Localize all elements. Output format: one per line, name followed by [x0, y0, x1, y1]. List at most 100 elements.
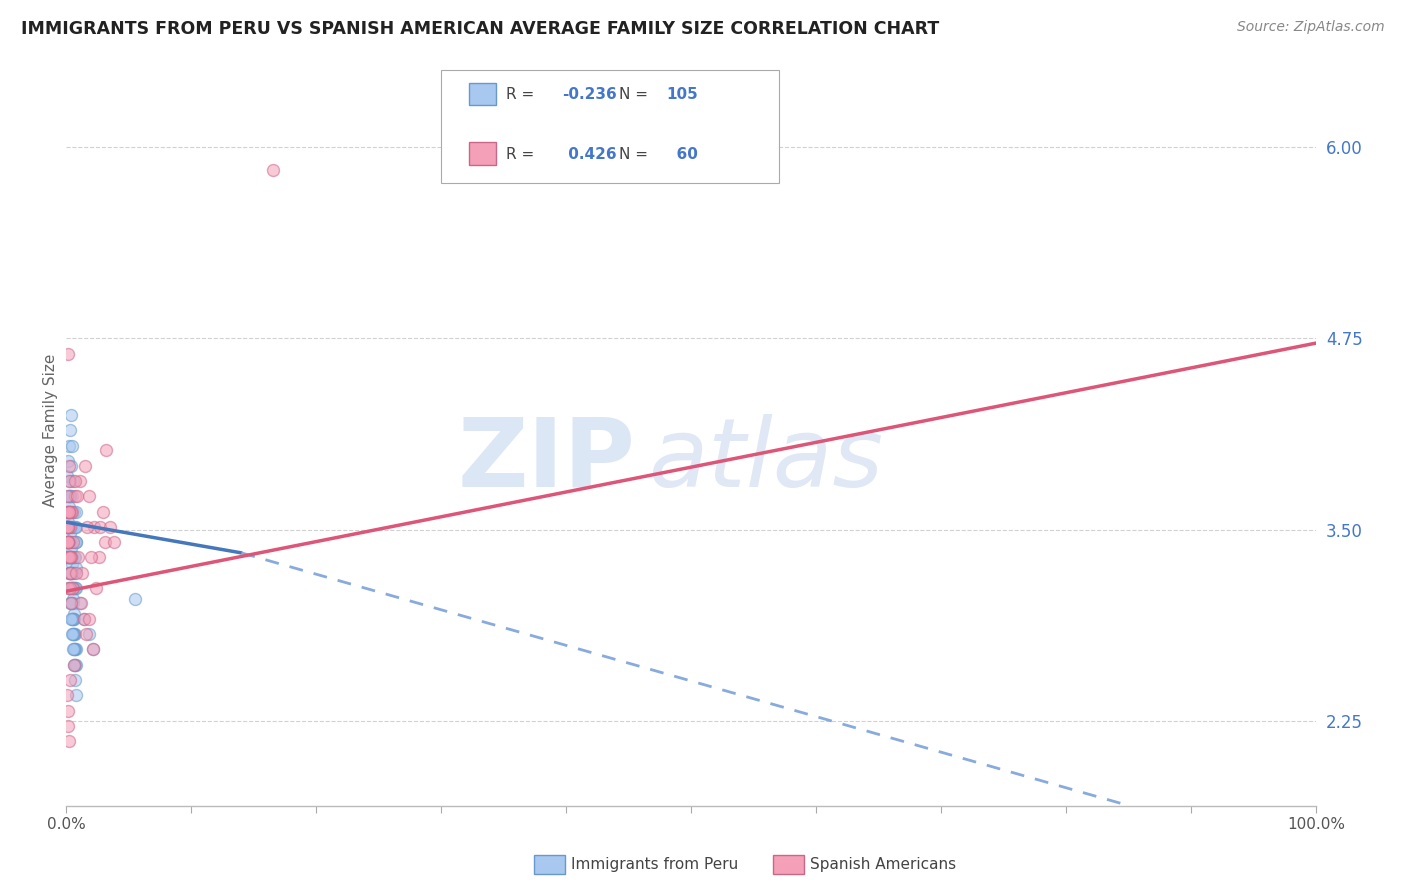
Point	[58, 566, 80, 580]
Point	[62, 591, 84, 606]
Text: -0.236: -0.236	[562, 87, 617, 103]
Point	[63, 657, 86, 672]
Point	[62, 612, 84, 626]
Point	[89, 520, 111, 534]
Point	[58, 504, 80, 518]
Point	[58, 489, 80, 503]
Point	[62, 474, 84, 488]
Point	[59, 504, 82, 518]
Point	[58, 535, 80, 549]
FancyBboxPatch shape	[441, 70, 779, 183]
Point	[58, 550, 80, 565]
Point	[60, 612, 83, 626]
Point	[56, 520, 79, 534]
Point	[62, 566, 84, 580]
Point	[60, 566, 83, 580]
Point	[59, 423, 82, 437]
Point	[56, 520, 79, 534]
Point	[60, 458, 83, 473]
Point	[65, 489, 87, 503]
Point	[59, 566, 82, 580]
Point	[56, 520, 79, 534]
Point	[58, 454, 80, 468]
Point	[60, 596, 83, 610]
Point	[65, 561, 87, 575]
Point	[60, 489, 83, 503]
Point	[56, 535, 79, 549]
Point	[73, 458, 96, 473]
Point	[98, 520, 121, 534]
Text: 60: 60	[666, 146, 699, 161]
Point	[65, 566, 87, 580]
Point	[58, 504, 80, 518]
Bar	[468, 83, 496, 105]
Point	[65, 520, 87, 534]
Point	[59, 474, 82, 488]
Point	[65, 657, 87, 672]
Point	[58, 489, 80, 503]
Point	[87, 550, 110, 565]
Point	[96, 443, 118, 458]
Text: 105: 105	[666, 87, 697, 103]
Point	[63, 612, 86, 626]
Point	[56, 535, 79, 549]
Point	[60, 504, 83, 518]
Point	[70, 566, 93, 580]
Point	[58, 566, 80, 580]
Point	[60, 627, 83, 641]
Text: R =: R =	[506, 87, 540, 103]
Point	[262, 163, 284, 178]
Point	[65, 581, 87, 595]
Point	[59, 581, 82, 595]
Point	[63, 657, 86, 672]
Point	[56, 504, 79, 518]
Point	[62, 581, 84, 595]
Point	[77, 627, 100, 641]
Point	[63, 550, 86, 565]
Point	[63, 504, 86, 518]
Point	[65, 535, 87, 549]
Point	[60, 541, 83, 556]
Point	[103, 535, 125, 549]
Point	[56, 535, 79, 549]
Point	[63, 657, 86, 672]
Point	[70, 596, 93, 610]
Point	[60, 550, 83, 565]
Point	[73, 612, 96, 626]
Point	[63, 581, 86, 595]
Point	[94, 535, 117, 549]
Point	[59, 566, 82, 580]
Point	[59, 673, 82, 687]
Point	[58, 504, 80, 518]
Point	[58, 535, 80, 549]
Point	[65, 535, 87, 549]
Text: N =: N =	[619, 87, 652, 103]
Point	[63, 607, 86, 622]
Point	[56, 469, 79, 483]
Text: Spanish Americans: Spanish Americans	[810, 857, 956, 871]
Point	[75, 627, 97, 641]
Point	[56, 520, 79, 534]
Point	[60, 596, 83, 610]
Point	[59, 566, 82, 580]
Point	[69, 474, 91, 488]
Point	[63, 673, 86, 687]
Point	[63, 642, 86, 657]
Point	[62, 642, 84, 657]
Point	[58, 458, 80, 473]
Point	[59, 596, 82, 610]
Bar	[468, 142, 496, 165]
Point	[62, 612, 84, 626]
Point	[58, 520, 80, 534]
Point	[60, 408, 83, 422]
Point	[59, 520, 82, 534]
Point	[83, 520, 105, 534]
Point	[66, 550, 89, 565]
Point	[62, 581, 84, 595]
Point	[62, 596, 84, 610]
Y-axis label: Average Family Size: Average Family Size	[44, 354, 58, 507]
Point	[56, 535, 79, 549]
Point	[80, 550, 103, 565]
Point	[62, 520, 84, 534]
Point	[58, 520, 80, 534]
